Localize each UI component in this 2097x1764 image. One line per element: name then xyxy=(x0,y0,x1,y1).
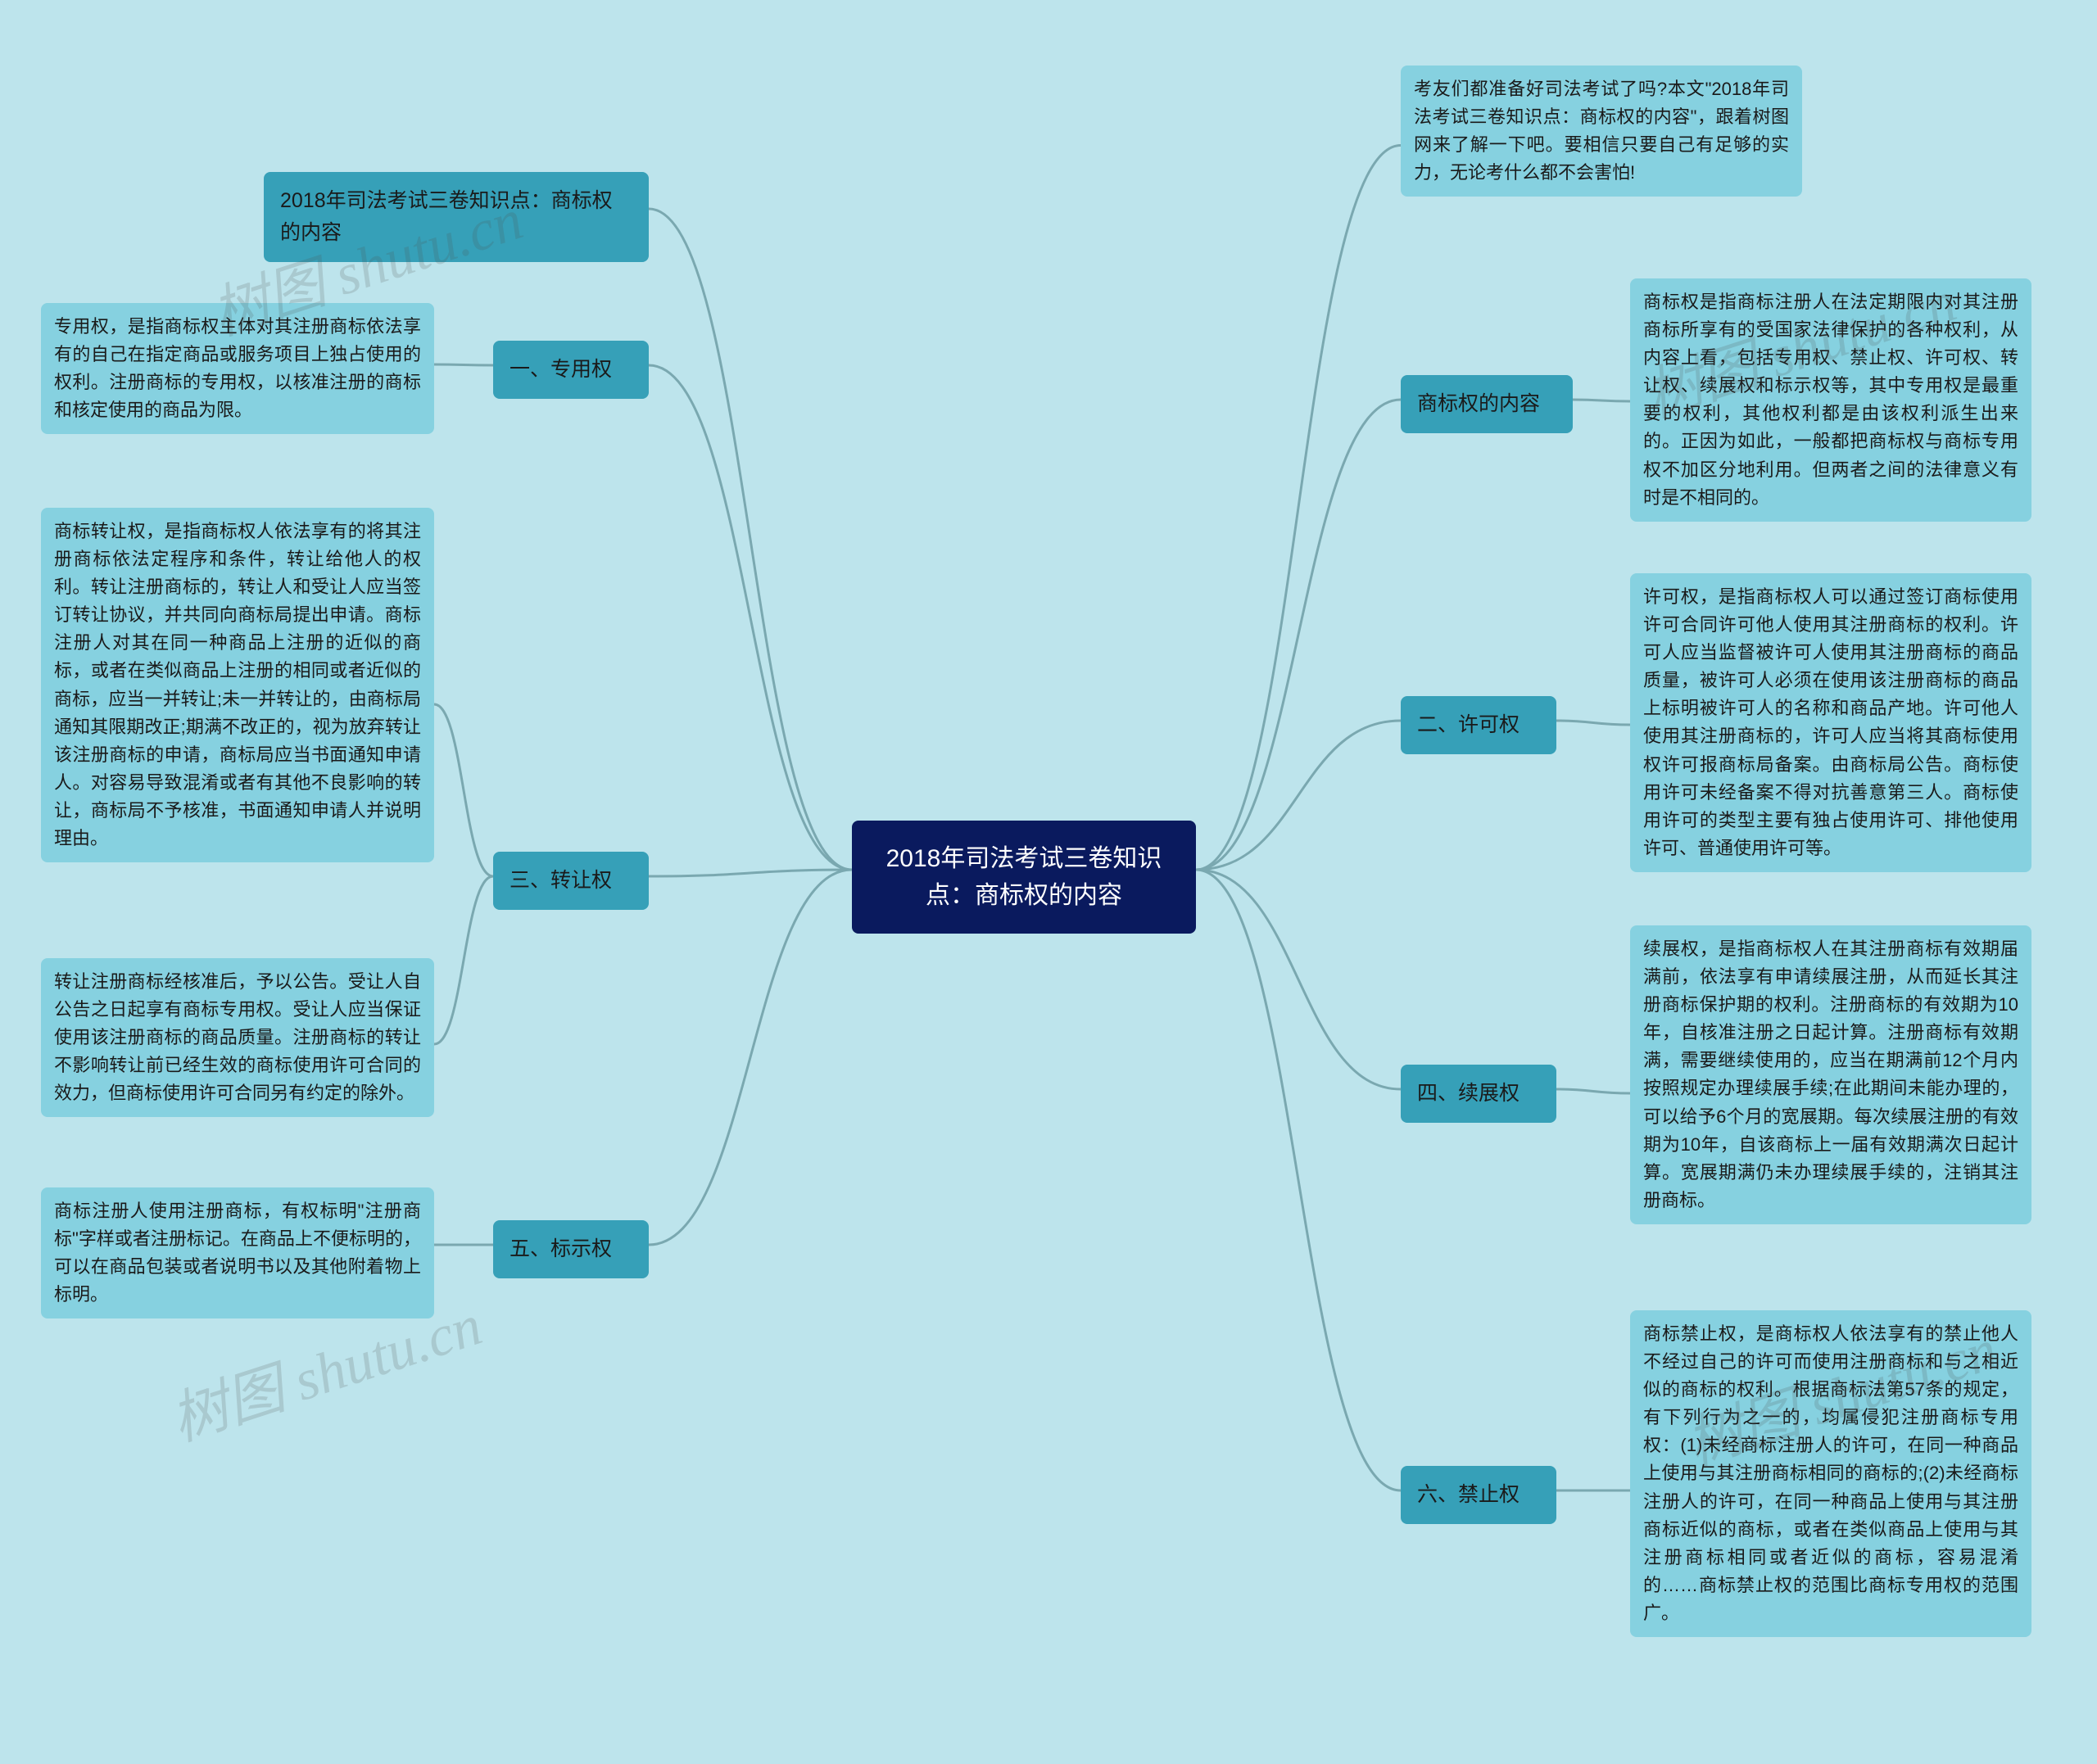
branch-L1: 一、专用权 xyxy=(493,341,649,399)
leaf-R2-0: 许可权，是指商标权人可以通过签订商标使用许可合同许可他人使用其注册商标的权利。许… xyxy=(1630,573,2031,872)
branch-R4: 六、禁止权 xyxy=(1401,1466,1556,1524)
branch-R3: 四、续展权 xyxy=(1401,1065,1556,1123)
branch-R1: 商标权的内容 xyxy=(1401,375,1573,433)
leaf-L2-0: 商标转让权，是指商标权人依法享有的将其注册商标依法定程序和条件，转让给他人的权利… xyxy=(41,508,434,862)
leaf-R3-0: 续展权，是指商标权人在其注册商标有效期届满前，依法享有申请续展注册，从而延长其注… xyxy=(1630,925,2031,1224)
leaf-L2-1: 转让注册商标经核准后，予以公告。受让人自公告之日起享有商标专用权。受让人应当保证… xyxy=(41,958,434,1117)
branch-L3: 五、标示权 xyxy=(493,1220,649,1278)
leaf-L3-0: 商标注册人使用注册商标，有权标明"注册商标"字样或者注册标记。在商品上不便标明的… xyxy=(41,1187,434,1318)
branch-L2: 三、转让权 xyxy=(493,852,649,910)
leaf-R0-0: 考友们都准备好司法考试了吗?本文"2018年司法考试三卷知识点：商标权的内容"，… xyxy=(1401,66,1802,197)
root-node: 2018年司法考试三卷知识点：商标权的内容 xyxy=(852,821,1196,934)
branch-R2: 二、许可权 xyxy=(1401,696,1556,754)
